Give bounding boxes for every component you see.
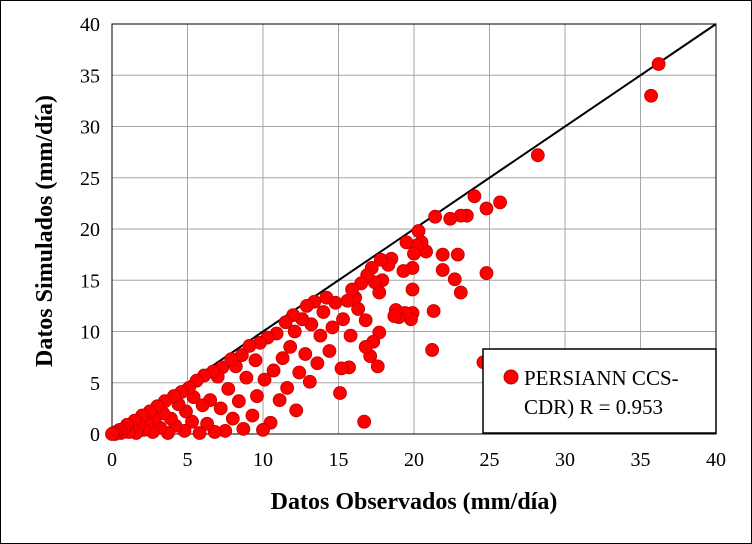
data-point	[399, 235, 414, 250]
x-tick-label: 10	[253, 449, 273, 471]
x-tick-label: 20	[404, 449, 424, 471]
data-point	[280, 380, 295, 395]
x-tick-label: 30	[555, 449, 575, 471]
legend: PERSIANN CCS- CDR) R = 0.953	[482, 348, 717, 434]
data-point	[322, 344, 337, 358]
data-point	[245, 408, 260, 423]
y-tick-label: 40	[80, 14, 100, 36]
data-point	[370, 359, 385, 374]
y-tick-label: 30	[80, 117, 100, 139]
data-point	[283, 339, 298, 354]
data-point	[275, 351, 290, 366]
data-point	[256, 422, 270, 437]
data-point	[257, 372, 272, 387]
data-point	[278, 315, 293, 330]
data-point	[333, 386, 347, 400]
x-tick-label: 5	[183, 449, 193, 471]
data-point	[396, 264, 411, 278]
data-point	[530, 148, 545, 163]
data-point	[479, 201, 494, 216]
data-point	[185, 414, 199, 429]
data-point	[325, 320, 340, 335]
data-point	[319, 290, 334, 305]
data-point	[428, 209, 443, 224]
data-point	[435, 247, 450, 262]
data-point	[200, 416, 215, 431]
y-tick-label: 35	[80, 65, 100, 87]
data-point	[316, 305, 331, 319]
data-point	[224, 352, 239, 367]
y-tick-labels: 0 5 10 15 20 25 30 35 40	[80, 14, 100, 446]
plot-area	[111, 23, 717, 435]
data-point	[221, 381, 236, 396]
y-tick-label: 0	[90, 424, 100, 446]
x-tick-label: 25	[480, 449, 500, 471]
data-point	[250, 389, 264, 403]
x-tick-label: 35	[631, 449, 651, 471]
data-point	[493, 195, 507, 210]
legend-label-line-2: CDR) R = 0.953	[524, 395, 663, 419]
data-point	[195, 398, 210, 413]
y-tick-label: 15	[80, 270, 100, 292]
data-point	[313, 328, 328, 343]
data-point	[334, 361, 349, 376]
x-tick-label: 40	[706, 449, 726, 471]
data-point	[239, 370, 254, 385]
data-point	[467, 189, 482, 204]
data-point	[644, 88, 658, 103]
y-tick-label: 20	[80, 219, 100, 241]
data-point	[287, 324, 302, 339]
data-point	[192, 426, 207, 440]
data-point	[298, 347, 313, 361]
data-point	[443, 211, 458, 226]
data-point	[231, 394, 246, 409]
data-point	[651, 57, 666, 71]
data-point	[373, 252, 388, 267]
data-point	[358, 339, 373, 354]
y-tick-label: 10	[80, 322, 100, 344]
x-tick-label: 0	[107, 449, 117, 471]
data-point	[387, 309, 402, 324]
data-point	[411, 224, 426, 238]
y-axis-title: Datos Simulados (mm/día)	[32, 95, 58, 367]
data-point	[358, 313, 373, 328]
data-point	[450, 247, 465, 262]
data-point	[302, 374, 317, 389]
x-axis-title: Datos Observados (mm/día)	[271, 489, 558, 515]
data-point	[425, 343, 440, 357]
data-point	[343, 328, 358, 343]
data-point	[266, 363, 281, 378]
data-point	[299, 298, 314, 313]
data-point	[340, 293, 355, 308]
data-point	[289, 403, 304, 418]
legend-label-line-1: PERSIANN CCS-	[524, 366, 679, 390]
data-point	[213, 401, 228, 416]
data-point	[479, 266, 494, 280]
data-points	[105, 57, 666, 441]
data-point	[453, 285, 468, 300]
data-point	[405, 282, 420, 297]
y-tick-label: 5	[90, 373, 100, 395]
legend-box	[482, 348, 717, 434]
data-point	[336, 312, 350, 327]
data-point	[292, 365, 307, 380]
data-point	[435, 263, 450, 277]
legend-marker	[503, 369, 519, 385]
data-point	[248, 353, 263, 368]
x-tick-labels: 0 5 10 15 20 25 30 35 40	[107, 449, 726, 471]
data-point	[236, 421, 251, 436]
x-tick-label: 15	[329, 449, 349, 471]
data-point	[407, 246, 421, 261]
data-point	[357, 414, 372, 429]
data-point	[242, 338, 257, 353]
data-point	[310, 356, 325, 371]
data-point	[272, 393, 287, 408]
data-point	[447, 272, 462, 287]
y-tick-label: 25	[80, 168, 100, 190]
data-point	[426, 304, 441, 318]
data-point	[225, 411, 240, 426]
data-point	[105, 427, 119, 441]
